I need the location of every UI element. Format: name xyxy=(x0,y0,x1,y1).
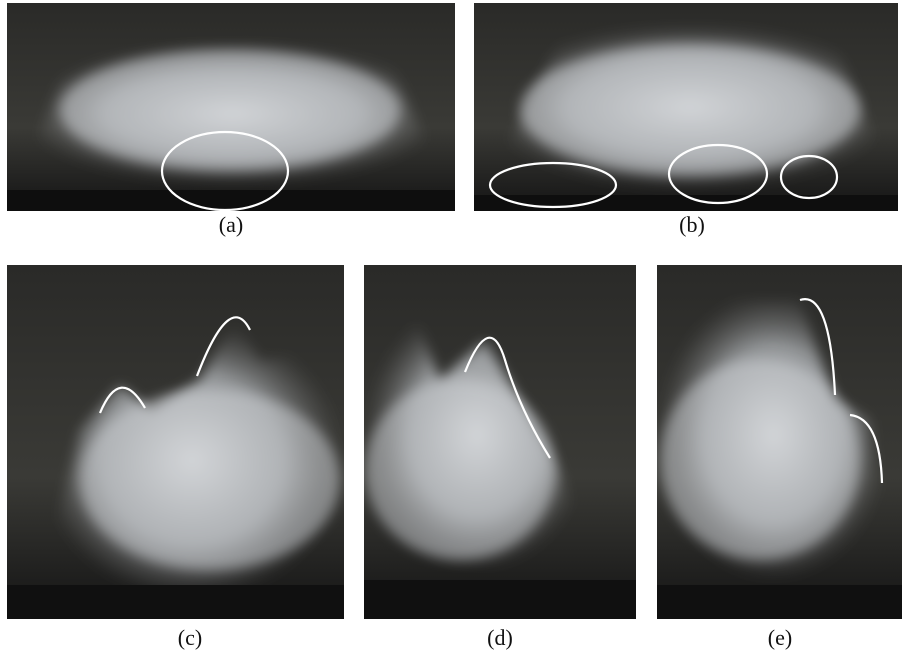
panel-label: (e) xyxy=(768,625,792,650)
panel-label: (a) xyxy=(219,212,243,237)
panel-label: (b) xyxy=(679,212,705,237)
panel-label: (d) xyxy=(487,625,513,650)
photo-d xyxy=(364,265,636,619)
photo-b xyxy=(474,3,898,211)
photo-a xyxy=(7,3,455,211)
panel-label: (c) xyxy=(178,625,202,650)
photo-c xyxy=(7,265,344,619)
photo-e xyxy=(657,265,902,619)
